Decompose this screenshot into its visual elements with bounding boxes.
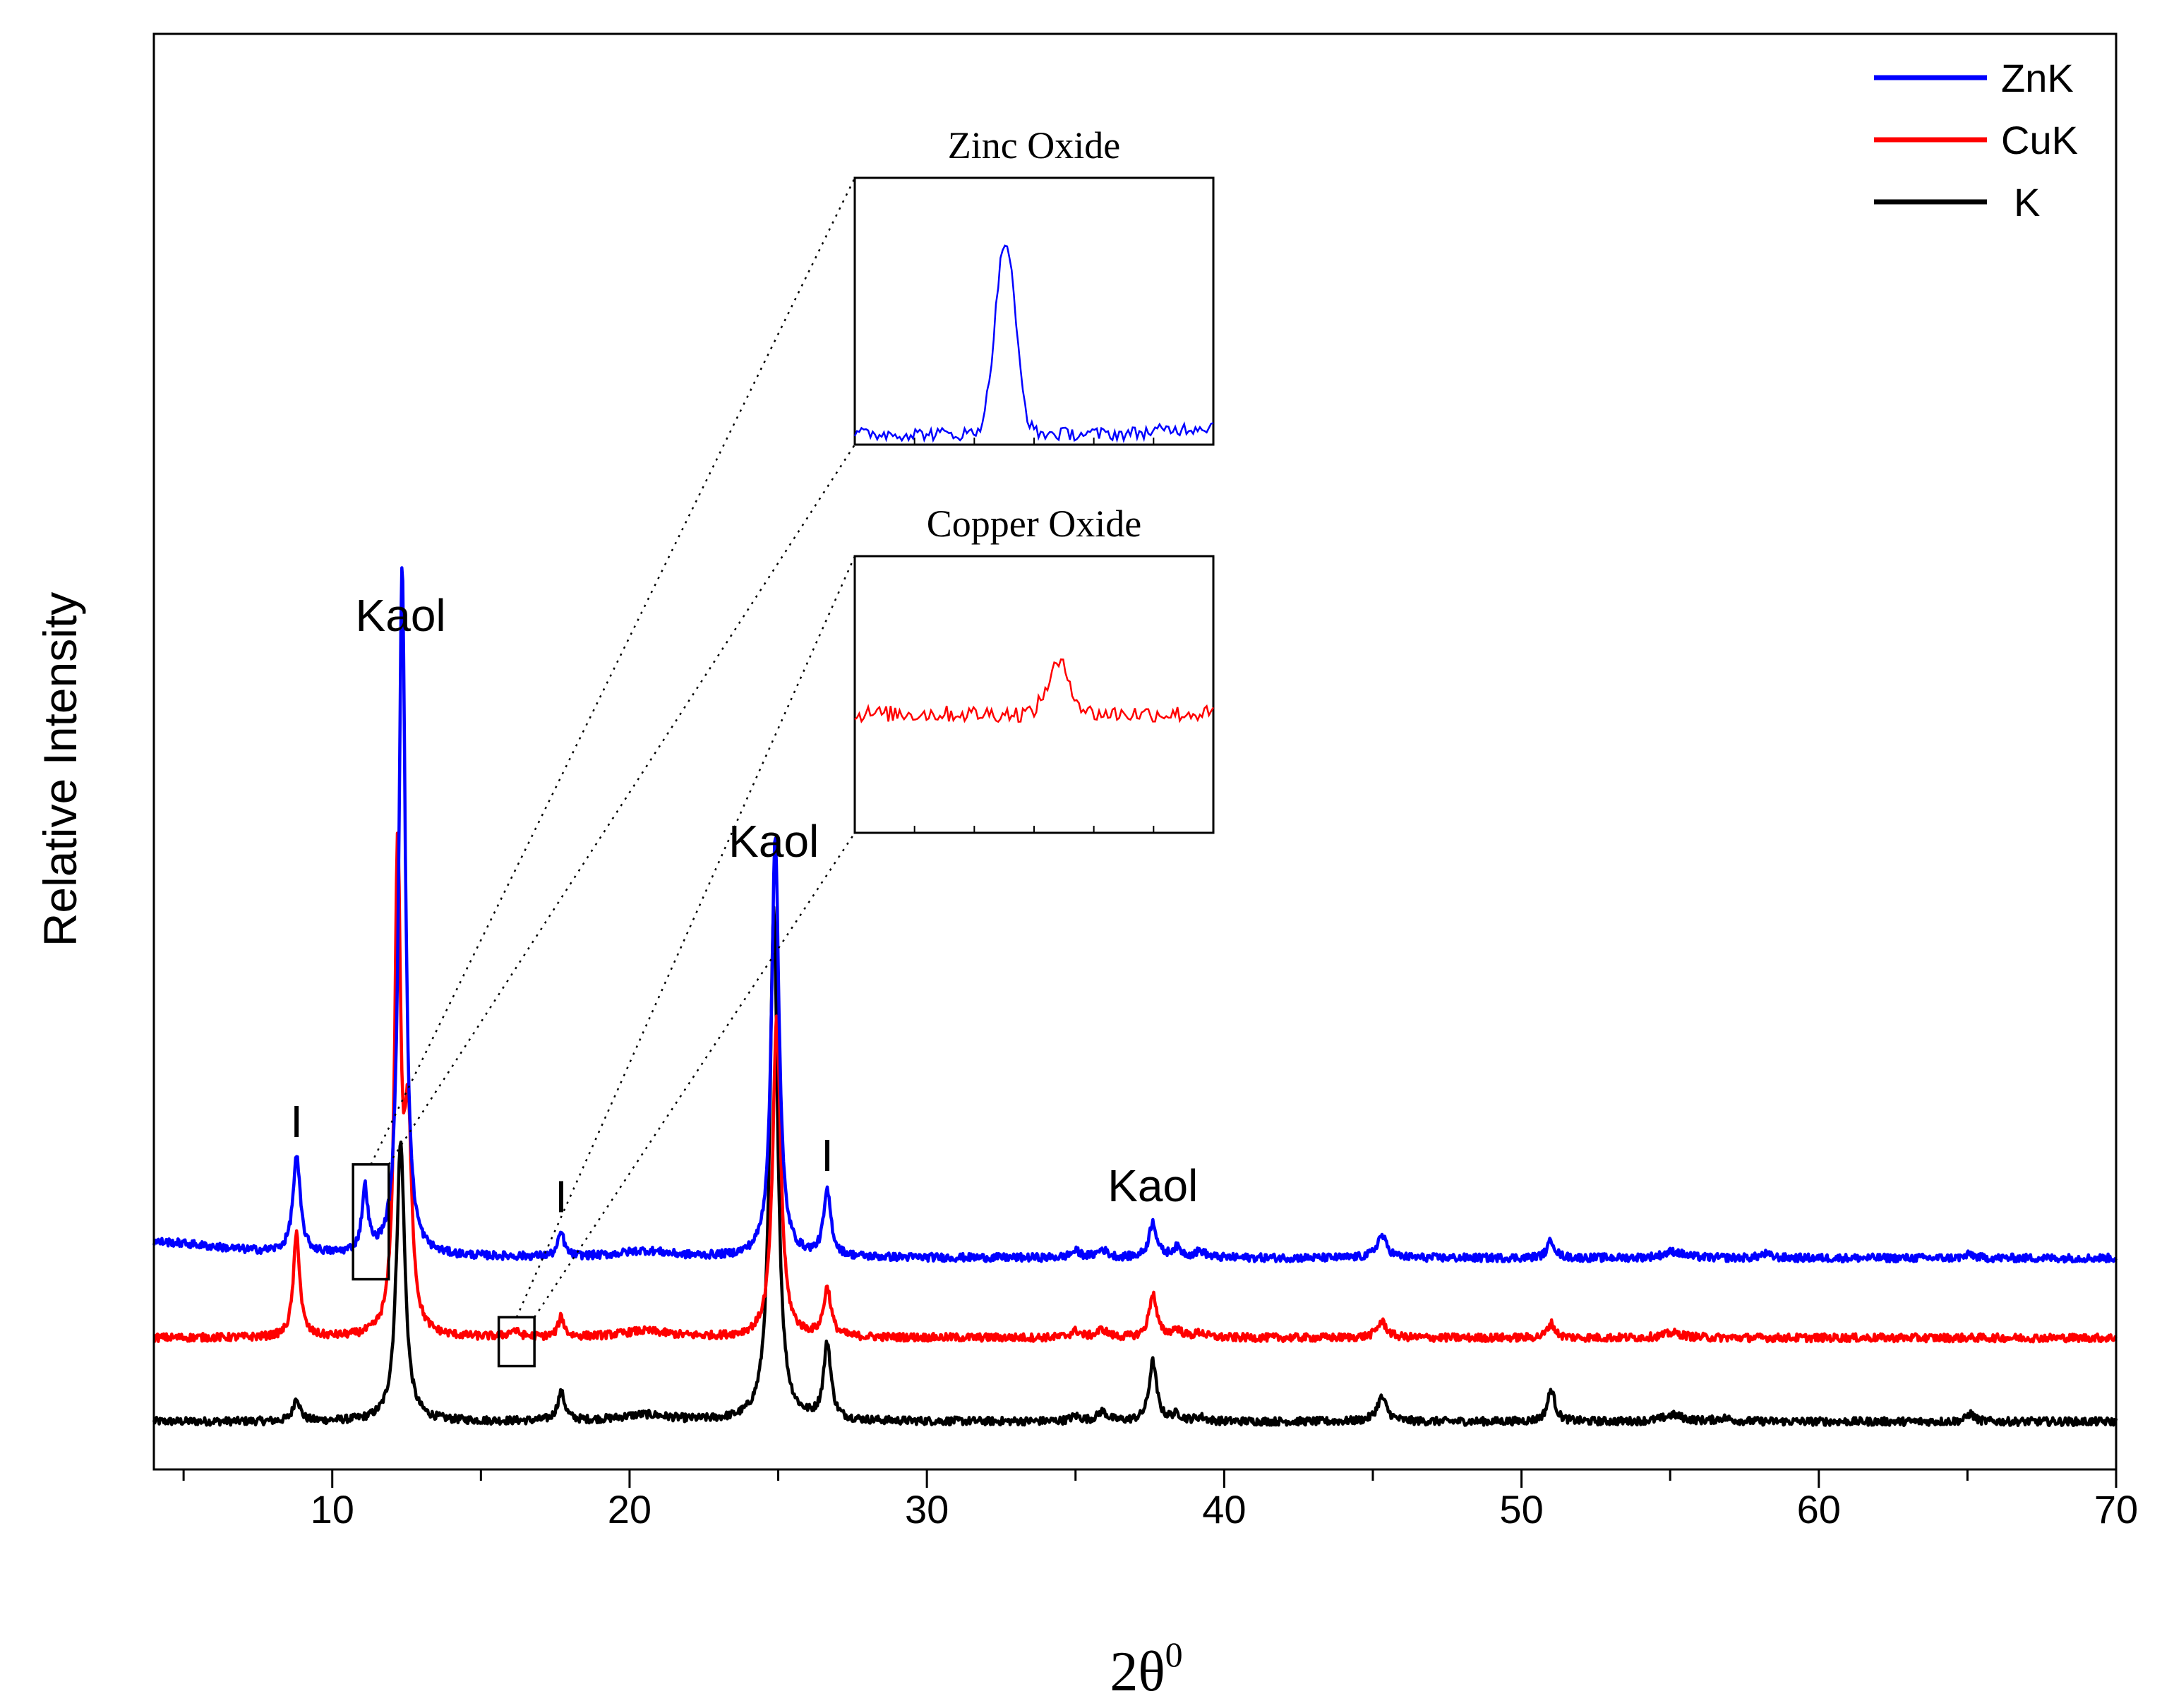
x-tick-label: 10 bbox=[311, 1487, 354, 1532]
legend-label-cuk: CuK bbox=[2001, 118, 2078, 162]
x-tick-label: 30 bbox=[905, 1487, 949, 1532]
series-line-k bbox=[152, 906, 2118, 1428]
inset-title: Copper Oxide bbox=[927, 503, 1141, 545]
peak-annotation-kaol: Kaol bbox=[356, 590, 446, 641]
zoom-leader-line bbox=[388, 444, 856, 1165]
series-line-znk bbox=[152, 566, 2118, 1264]
inset-trace bbox=[853, 244, 1214, 444]
x-tick-label: 20 bbox=[608, 1487, 651, 1532]
inset-trace bbox=[854, 658, 1215, 724]
legend: ZnK CuK K bbox=[1874, 56, 2078, 224]
zoom-boxes bbox=[352, 177, 856, 1368]
legend-label-k: K bbox=[2014, 180, 2040, 224]
inset-frame bbox=[853, 176, 1215, 446]
plot-frame bbox=[152, 32, 2118, 1471]
x-axis-ticks: 10 20 30 40 50 60 70 bbox=[182, 1469, 2138, 1532]
x-axis-label-main: 2θ bbox=[1110, 1641, 1165, 1703]
peak-annotations: Kaol Kaol Kaol I I I bbox=[290, 590, 1198, 1222]
series-line-cuk bbox=[152, 831, 2118, 1344]
inset-title: Zinc Oxide bbox=[948, 124, 1120, 167]
peak-annotation-i: I bbox=[821, 1130, 834, 1181]
x-tick-label: 70 bbox=[2094, 1487, 2138, 1532]
x-axis-label: 2θ0 bbox=[1110, 1635, 1182, 1703]
peak-annotation-kaol: Kaol bbox=[1107, 1160, 1198, 1211]
peak-annotation-i: I bbox=[555, 1172, 567, 1222]
inset-copper-oxide: Copper Oxide bbox=[853, 503, 1215, 834]
x-tick-label: 50 bbox=[1499, 1487, 1543, 1532]
insets: Zinc Oxide Copper Oxide bbox=[853, 124, 1215, 834]
legend-label-znk: ZnK bbox=[2001, 56, 2074, 100]
x-axis-label-superscript: 0 bbox=[1165, 1635, 1183, 1674]
y-axis-label: Relative Intensity bbox=[34, 592, 86, 947]
x-tick-label: 40 bbox=[1202, 1487, 1246, 1532]
peak-annotation-kaol: Kaol bbox=[728, 816, 819, 867]
series-layer bbox=[152, 566, 2118, 1428]
peak-annotation-i: I bbox=[290, 1096, 303, 1147]
x-tick-label: 60 bbox=[1797, 1487, 1841, 1532]
inset-frame bbox=[853, 555, 1215, 834]
inset-zinc-oxide: Zinc Oxide bbox=[853, 124, 1215, 446]
